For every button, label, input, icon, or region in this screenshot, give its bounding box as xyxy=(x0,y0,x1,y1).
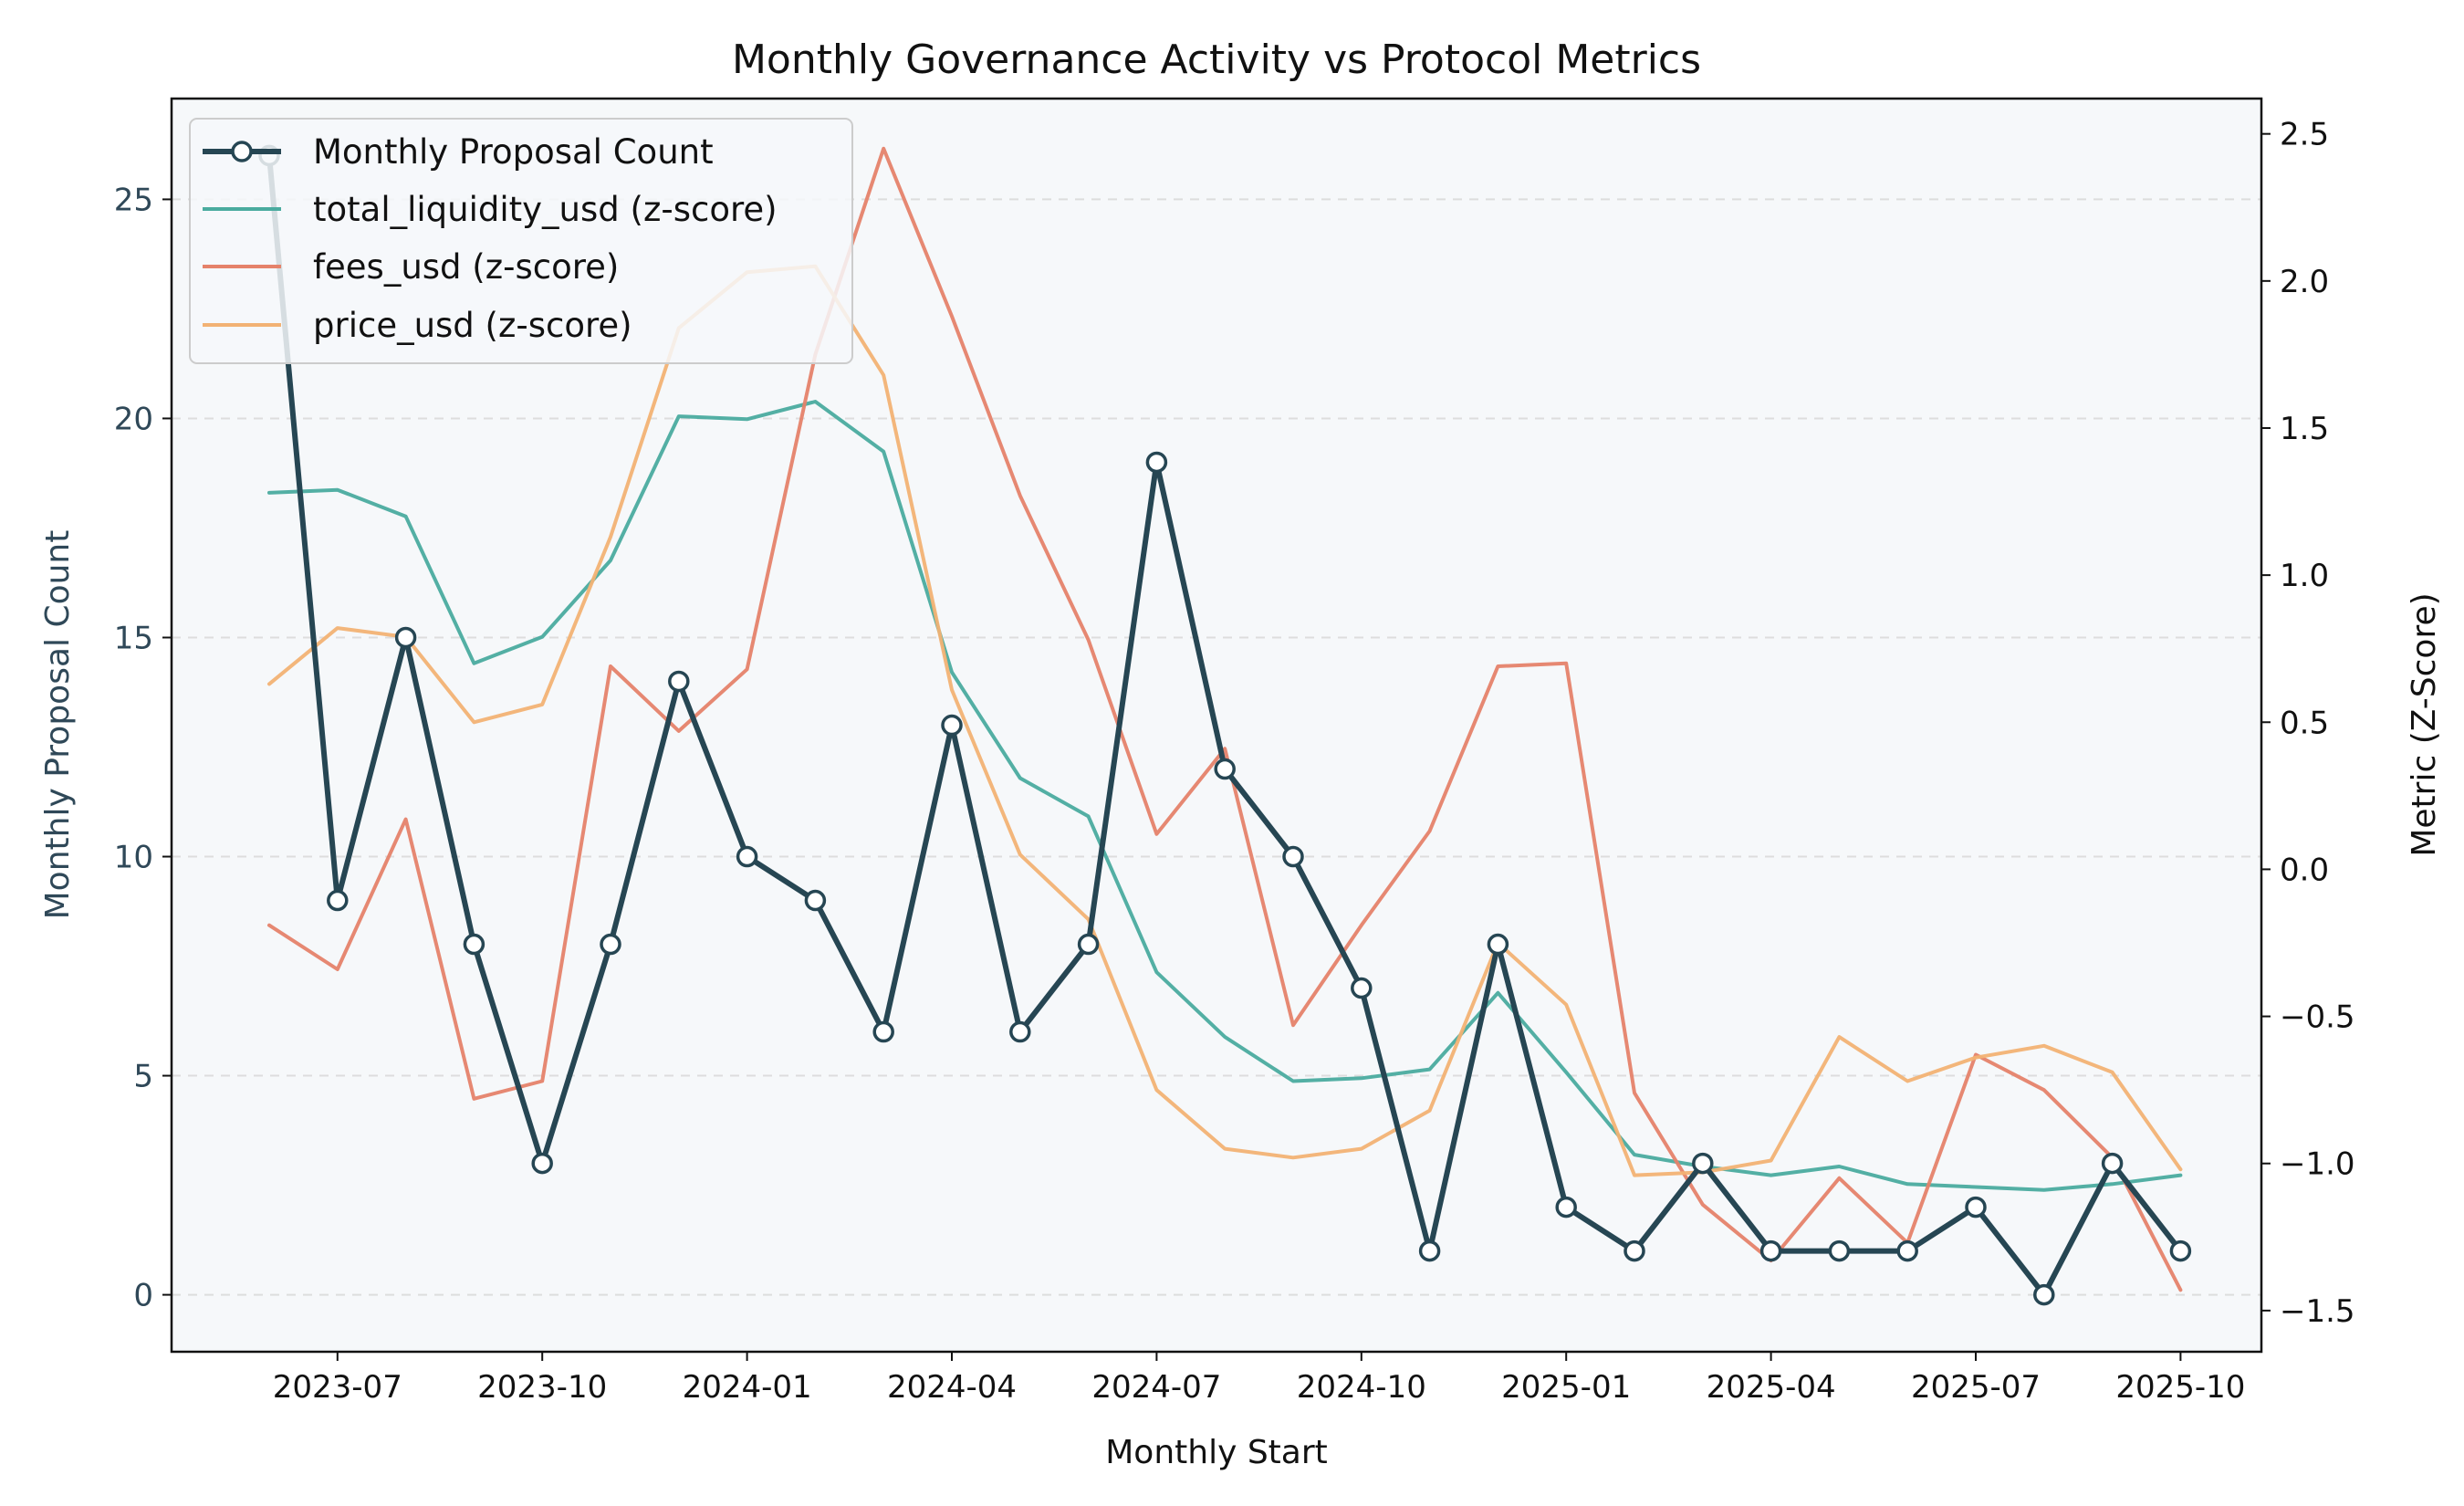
data-point-proposals xyxy=(600,933,621,956)
y-left-tick-label: 10 xyxy=(114,840,153,876)
x-tick-label: 2024-01 xyxy=(683,1369,812,1406)
y-left-tick-label: 20 xyxy=(114,401,153,437)
data-point-proposals xyxy=(872,1020,894,1043)
data-point-proposals xyxy=(1692,1152,1714,1175)
plot-frame xyxy=(170,97,2263,1354)
legend-label-liquidity: total_liquidity_usd (z-score) xyxy=(313,190,778,229)
legend-label-fees: fees_usd (z-score) xyxy=(313,247,619,287)
y-left-tick-label: 5 xyxy=(133,1059,153,1095)
data-point-proposals xyxy=(1555,1196,1577,1218)
x-tick-label: 2025-04 xyxy=(1707,1369,1836,1406)
x-tick-label: 2024-04 xyxy=(887,1369,1017,1406)
data-point-proposals xyxy=(1965,1196,1987,1218)
legend-label-price: price_usd (z-score) xyxy=(313,306,632,345)
x-tick-label: 2023-10 xyxy=(477,1369,607,1406)
y-right-tick-label: −1.5 xyxy=(2280,1293,2355,1330)
x-tick-label: 2024-10 xyxy=(1297,1369,1426,1406)
y-axis-label-left: Monthly Proposal Count xyxy=(39,530,77,920)
axes-layer: 0 5 10 15 20 25 −1.5 −1.0 −0.5 0.0 0.5 1.0 1.5 2.0 2.5… xyxy=(114,117,2355,1406)
y-left-tick-label: 25 xyxy=(114,182,153,218)
data-point-proposals xyxy=(668,670,690,693)
data-point-proposals xyxy=(1145,451,1168,474)
data-point-proposals xyxy=(327,889,349,912)
data-point-proposals xyxy=(1828,1239,1851,1262)
data-point-proposals xyxy=(2169,1239,2192,1262)
data-point-proposals xyxy=(1624,1239,1645,1262)
chart-title: Monthly Governance Activity vs Protocol … xyxy=(732,37,1701,83)
data-point-proposals xyxy=(736,845,758,868)
series-line-liquidity xyxy=(267,400,2183,1192)
y-left-tick-label: 15 xyxy=(114,620,153,656)
y-axis-label-right: Metric (Z-Score) xyxy=(2406,592,2443,856)
y-right-tick-label: 2.5 xyxy=(2280,117,2329,153)
legend-box xyxy=(189,118,853,364)
data-point-proposals xyxy=(1487,933,1509,956)
x-axis-label: Monthly Start xyxy=(1105,1434,1328,1471)
data-point-proposals xyxy=(531,1152,553,1175)
data-point-proposals xyxy=(2033,1283,2055,1306)
y-right-tick-label: −1.0 xyxy=(2280,1146,2355,1183)
data-point-proposals xyxy=(1282,845,1304,868)
data-point-proposals xyxy=(1351,977,1373,999)
data-point-proposals xyxy=(1077,933,1100,956)
data-point-proposals xyxy=(1418,1239,1441,1262)
y-right-tick-label: 1.5 xyxy=(2280,411,2329,447)
x-tick-label: 2024-07 xyxy=(1091,1369,1221,1406)
data-point-proposals xyxy=(1896,1239,1918,1262)
data-point-proposals xyxy=(941,714,963,737)
x-tick-label: 2025-10 xyxy=(2115,1369,2245,1406)
data-point-proposals xyxy=(1009,1020,1031,1043)
y-left-tick-label: 0 xyxy=(133,1278,153,1314)
legend-marker-proposals xyxy=(231,141,253,162)
series-layer xyxy=(258,144,2192,1306)
data-point-proposals xyxy=(1214,758,1236,780)
x-tick-label: 2025-07 xyxy=(1911,1369,2041,1406)
data-point-proposals xyxy=(804,889,827,912)
data-point-proposals xyxy=(394,626,417,649)
x-tick-label: 2023-07 xyxy=(273,1369,402,1406)
data-point-proposals xyxy=(2101,1152,2124,1175)
x-tick-label: 2025-01 xyxy=(1501,1369,1631,1406)
series-line-price xyxy=(267,264,2183,1177)
data-point-proposals xyxy=(1759,1239,1782,1262)
y-right-tick-label: 0.0 xyxy=(2280,852,2329,888)
y-right-tick-label: −0.5 xyxy=(2280,999,2355,1036)
y-right-tick-label: 2.0 xyxy=(2280,264,2329,300)
y-right-tick-label: 1.0 xyxy=(2280,558,2329,594)
y-right-tick-label: 0.5 xyxy=(2280,705,2329,741)
series-line-fees xyxy=(267,146,2183,1292)
legend: Monthly Proposal Count total_liquidity_u… xyxy=(189,118,853,364)
data-point-proposals xyxy=(463,933,485,956)
legend-label-proposals: Monthly Proposal Count xyxy=(313,132,714,172)
